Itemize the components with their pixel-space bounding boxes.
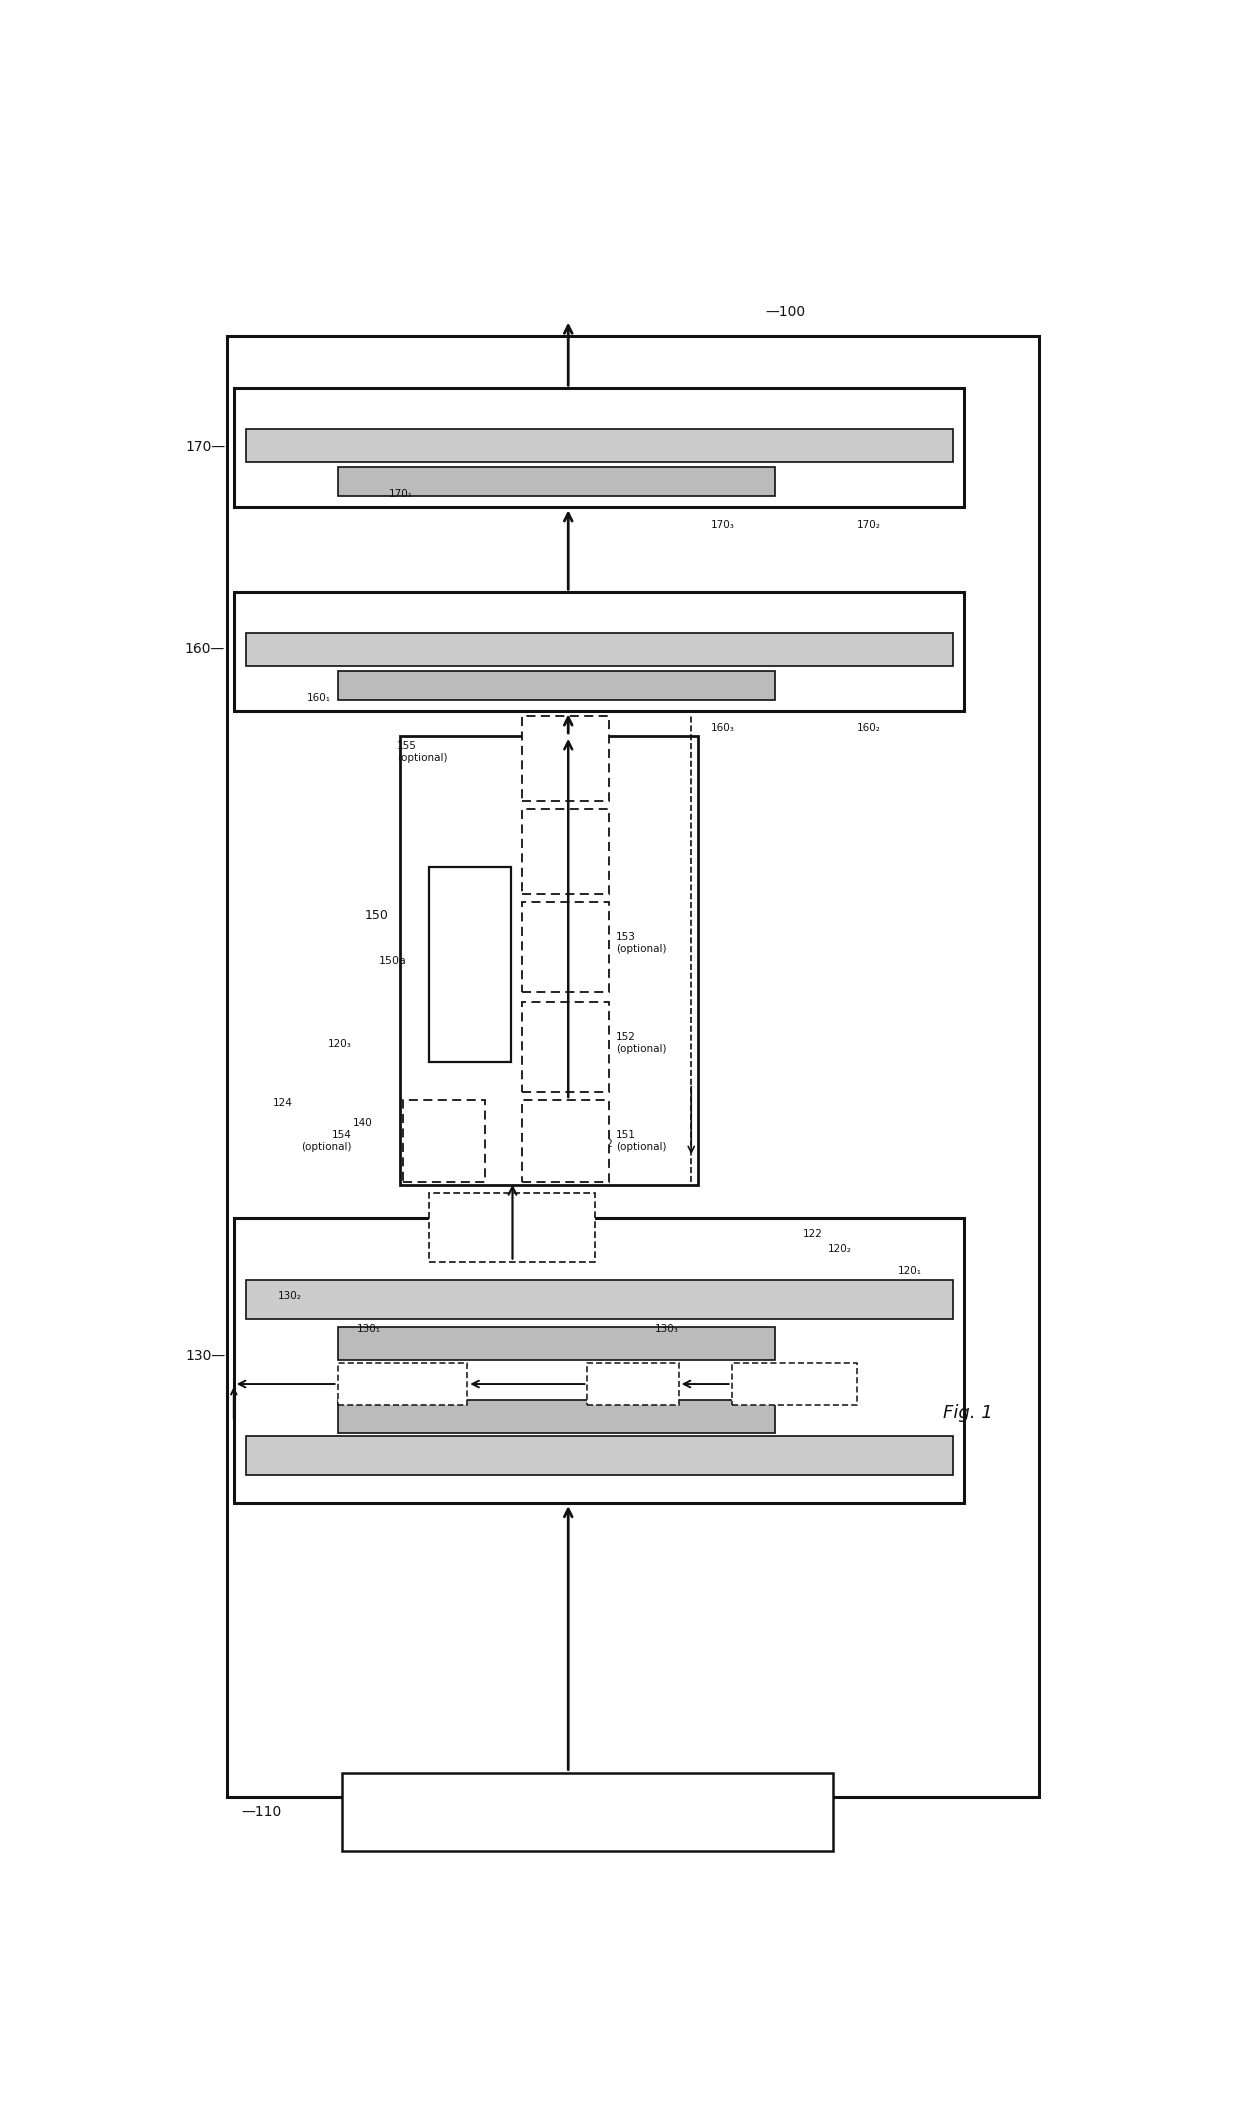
FancyBboxPatch shape xyxy=(403,1100,485,1181)
Text: 160₂: 160₂ xyxy=(857,723,880,734)
FancyBboxPatch shape xyxy=(337,670,775,700)
FancyBboxPatch shape xyxy=(247,1280,952,1319)
FancyBboxPatch shape xyxy=(429,1194,595,1261)
FancyBboxPatch shape xyxy=(227,335,1039,1798)
FancyBboxPatch shape xyxy=(337,466,775,496)
Text: 130₃: 130₃ xyxy=(655,1323,678,1333)
Text: 150a: 150a xyxy=(379,956,407,967)
FancyBboxPatch shape xyxy=(522,903,609,992)
Text: 150: 150 xyxy=(365,909,388,922)
Text: 151
(optional): 151 (optional) xyxy=(616,1130,667,1151)
Text: 170—: 170— xyxy=(185,441,226,454)
FancyBboxPatch shape xyxy=(247,1435,952,1476)
FancyBboxPatch shape xyxy=(522,810,609,895)
FancyBboxPatch shape xyxy=(247,634,952,666)
FancyBboxPatch shape xyxy=(342,1772,832,1851)
FancyBboxPatch shape xyxy=(234,388,965,507)
Text: 142: 142 xyxy=(594,1138,614,1149)
FancyBboxPatch shape xyxy=(522,1100,609,1181)
Text: —110: —110 xyxy=(242,1804,281,1819)
FancyBboxPatch shape xyxy=(234,1217,965,1503)
Text: 130₁: 130₁ xyxy=(357,1323,381,1333)
Text: 160₃: 160₃ xyxy=(711,723,734,734)
Text: 120₂: 120₂ xyxy=(828,1244,852,1253)
Text: Fig. 1: Fig. 1 xyxy=(942,1403,993,1423)
Text: —100: —100 xyxy=(765,305,805,318)
Text: 124: 124 xyxy=(273,1098,293,1109)
FancyBboxPatch shape xyxy=(401,736,698,1185)
Text: 140: 140 xyxy=(353,1117,373,1128)
FancyBboxPatch shape xyxy=(732,1363,857,1406)
Text: 170₃: 170₃ xyxy=(711,519,734,530)
Text: 154
(optional): 154 (optional) xyxy=(301,1130,352,1151)
FancyBboxPatch shape xyxy=(588,1363,678,1406)
FancyBboxPatch shape xyxy=(522,717,609,801)
FancyBboxPatch shape xyxy=(247,428,952,462)
Text: 130₂: 130₂ xyxy=(278,1291,301,1302)
Text: 152
(optional): 152 (optional) xyxy=(616,1032,667,1054)
FancyBboxPatch shape xyxy=(337,1401,775,1433)
Text: 160—: 160— xyxy=(185,642,226,657)
Text: 122: 122 xyxy=(804,1230,823,1238)
Text: 170₂: 170₂ xyxy=(857,519,880,530)
FancyBboxPatch shape xyxy=(337,1363,467,1406)
Text: 155
(optional): 155 (optional) xyxy=(397,742,448,763)
Text: 120₁: 120₁ xyxy=(898,1266,921,1276)
Text: 120₃: 120₃ xyxy=(329,1039,352,1049)
Text: 160₁: 160₁ xyxy=(306,693,331,704)
FancyBboxPatch shape xyxy=(337,1327,775,1359)
Text: 153
(optional): 153 (optional) xyxy=(616,933,667,954)
Text: 170₁: 170₁ xyxy=(388,490,413,500)
Text: 130—: 130— xyxy=(185,1348,226,1363)
FancyBboxPatch shape xyxy=(522,1003,609,1092)
FancyBboxPatch shape xyxy=(234,591,965,712)
FancyBboxPatch shape xyxy=(429,867,511,1062)
